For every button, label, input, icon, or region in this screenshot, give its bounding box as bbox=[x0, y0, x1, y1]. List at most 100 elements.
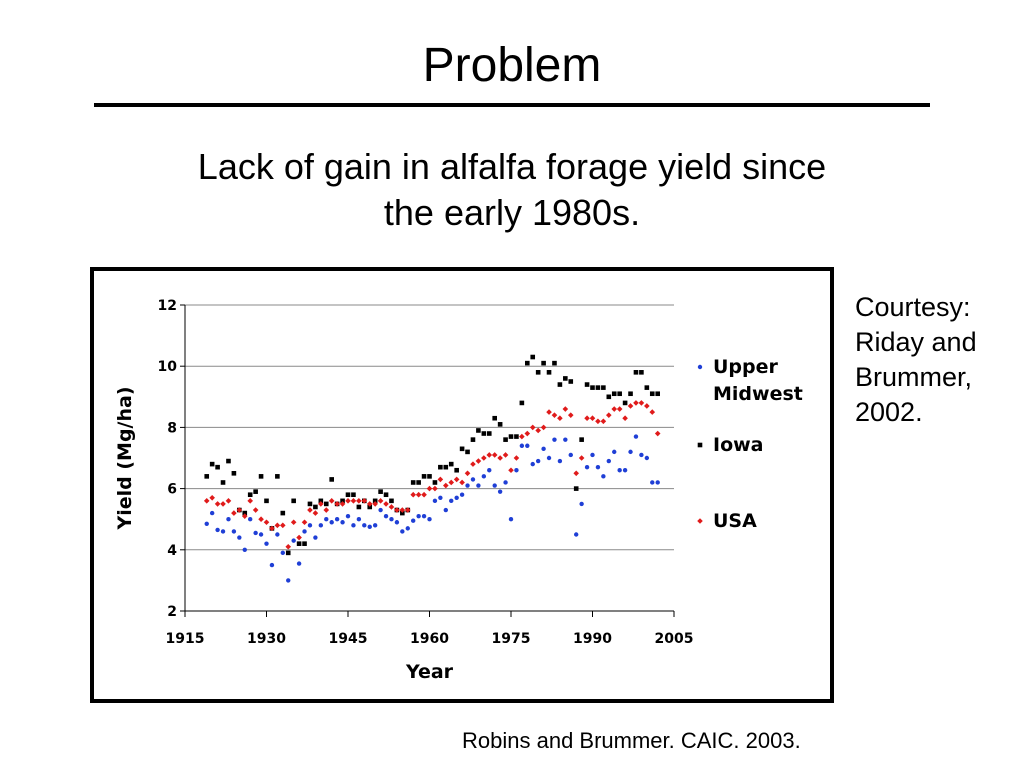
data-point-iowa bbox=[655, 391, 660, 397]
data-point-upper-midwest bbox=[383, 513, 389, 519]
data-point-usa bbox=[491, 452, 498, 458]
data-point-usa bbox=[448, 479, 455, 486]
data-point-usa bbox=[280, 522, 286, 529]
data-point-iowa bbox=[530, 354, 536, 360]
data-point-usa bbox=[627, 403, 634, 409]
data-point-usa bbox=[247, 498, 253, 504]
data-point-upper-midwest bbox=[372, 523, 378, 528]
data-point-iowa bbox=[622, 400, 628, 406]
data-point-usa bbox=[410, 491, 416, 498]
data-point-upper-midwest bbox=[394, 520, 400, 525]
data-point-iowa bbox=[258, 474, 264, 479]
data-point-usa bbox=[464, 470, 471, 477]
data-point-iowa bbox=[280, 510, 286, 516]
data-point-upper-midwest bbox=[497, 489, 503, 494]
data-point-iowa bbox=[204, 474, 210, 479]
data-point-upper-midwest bbox=[215, 527, 220, 533]
data-point-iowa bbox=[601, 385, 606, 390]
data-point-usa bbox=[203, 498, 210, 504]
data-point-iowa bbox=[535, 370, 541, 375]
data-point-iowa bbox=[302, 541, 307, 546]
data-point-upper-midwest bbox=[291, 538, 296, 543]
data-point-upper-midwest bbox=[535, 458, 541, 464]
data-point-upper-midwest bbox=[334, 517, 340, 522]
data-point-upper-midwest bbox=[248, 517, 253, 522]
data-point-iowa bbox=[617, 391, 622, 397]
data-point-upper-midwest bbox=[476, 483, 481, 488]
data-point-upper-midwest bbox=[650, 480, 655, 485]
data-point-usa bbox=[318, 501, 324, 507]
data-point-iowa bbox=[595, 385, 601, 390]
data-point-upper-midwest bbox=[595, 464, 601, 470]
data-point-upper-midwest bbox=[237, 535, 242, 540]
chart-frame: 2 4 6 8 10 12 1915 1930 1945 1960 1975 1990 2005 Year… bbox=[90, 267, 834, 703]
yield-scatter-chart: 2 4 6 8 10 12 1915 1930 1945 1960 1975 1990 2005 Year… bbox=[114, 298, 803, 683]
legend-label-upper-midwest: Upper bbox=[713, 356, 779, 378]
data-point-iowa bbox=[552, 360, 557, 366]
data-point-usa bbox=[312, 510, 319, 516]
data-point-usa bbox=[350, 498, 357, 504]
data-point-usa bbox=[214, 501, 221, 507]
x-tick-label: 2005 bbox=[655, 631, 694, 647]
data-point-iowa bbox=[345, 492, 351, 498]
data-point-usa bbox=[437, 476, 444, 483]
courtesy-line-2: Riday and bbox=[855, 327, 977, 357]
data-point-upper-midwest bbox=[459, 492, 465, 497]
data-point-usa bbox=[285, 543, 292, 550]
slide-title: Problem bbox=[422, 39, 602, 92]
data-point-usa bbox=[622, 415, 628, 422]
data-point-upper-midwest bbox=[226, 517, 231, 522]
data-point-iowa bbox=[410, 480, 416, 485]
data-point-usa bbox=[220, 501, 226, 507]
data-point-usa bbox=[388, 504, 395, 510]
data-point-usa bbox=[557, 415, 563, 422]
data-point-usa bbox=[595, 418, 601, 425]
data-point-upper-midwest bbox=[639, 452, 644, 458]
data-point-iowa bbox=[514, 434, 519, 439]
data-point-usa bbox=[475, 458, 482, 464]
data-point-iowa bbox=[492, 415, 497, 421]
data-point-iowa bbox=[546, 370, 552, 375]
data-point-iowa bbox=[454, 467, 459, 473]
legend-label-iowa: Iowa bbox=[713, 434, 764, 456]
data-point-upper-midwest bbox=[644, 455, 650, 461]
data-point-upper-midwest bbox=[313, 535, 318, 540]
data-point-usa bbox=[241, 513, 248, 519]
courtesy-line-4: 2002. bbox=[855, 397, 923, 427]
data-point-iowa bbox=[416, 480, 421, 485]
data-point-upper-midwest bbox=[584, 464, 590, 470]
data-point-iowa bbox=[220, 480, 226, 485]
data-point-upper-midwest bbox=[340, 520, 345, 525]
data-point-usa bbox=[258, 516, 264, 522]
data-point-usa bbox=[600, 418, 607, 425]
data-point-usa bbox=[524, 430, 531, 437]
data-point-iowa bbox=[470, 437, 476, 442]
data-point-upper-midwest bbox=[421, 513, 427, 519]
data-point-iowa bbox=[633, 370, 639, 375]
data-point-iowa bbox=[242, 510, 248, 516]
data-point-upper-midwest bbox=[345, 513, 351, 519]
y-tick-label: 8 bbox=[167, 420, 177, 436]
data-point-iowa bbox=[497, 422, 503, 427]
data-point-iowa bbox=[611, 391, 617, 397]
data-point-usa bbox=[307, 507, 313, 513]
data-point-usa bbox=[377, 498, 384, 504]
data-point-usa bbox=[209, 494, 215, 501]
data-point-usa bbox=[421, 491, 427, 498]
data-point-upper-midwest bbox=[302, 529, 307, 534]
data-point-upper-midwest bbox=[601, 474, 606, 479]
data-point-upper-midwest bbox=[389, 517, 394, 522]
data-point-iowa bbox=[639, 370, 644, 375]
data-point-iowa bbox=[508, 434, 514, 439]
subtitle-line-2: the early 1980s. bbox=[383, 192, 641, 233]
data-point-iowa bbox=[525, 360, 530, 366]
data-point-iowa bbox=[606, 394, 612, 400]
data-point-upper-midwest bbox=[633, 434, 639, 439]
data-point-upper-midwest bbox=[519, 443, 525, 448]
data-point-iowa bbox=[459, 446, 465, 452]
data-point-usa bbox=[578, 455, 585, 461]
data-point-usa bbox=[470, 461, 476, 467]
data-point-upper-midwest bbox=[454, 495, 459, 500]
data-point-upper-midwest bbox=[204, 521, 209, 526]
courtesy-line-3: Brummer, bbox=[855, 362, 973, 392]
